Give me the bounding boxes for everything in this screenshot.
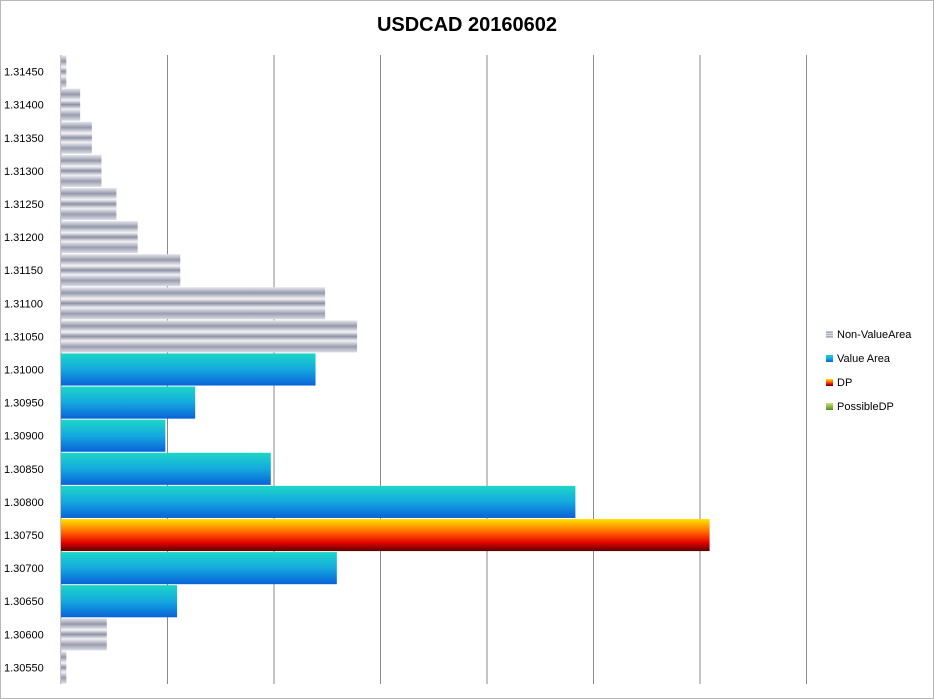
legend-label-non-valuearea: Non-ValueArea (837, 329, 912, 341)
category-tick-labels: 1.31450 1.31400 1.31350 1.31300 1.31250 1.312… (4, 67, 44, 675)
tick-label-1.30550: 1.30550 (4, 662, 44, 674)
bar-1.30650 (61, 585, 178, 618)
bar-1.30550 (61, 651, 67, 684)
legend: Non-ValueArea Value Area DP PossibleDP (826, 329, 912, 413)
bar-1.31150 (61, 254, 181, 287)
tick-label-1.31100: 1.31100 (4, 298, 43, 310)
tick-label-1.31450: 1.31450 (4, 67, 44, 79)
bar-1.31300 (61, 154, 102, 187)
tick-label-1.30600: 1.30600 (4, 629, 44, 641)
legend-swatch-dp (826, 379, 833, 386)
tick-label-1.30750: 1.30750 (4, 530, 44, 542)
tick-label-1.30950: 1.30950 (4, 398, 44, 410)
chart-title: USDCAD 20160602 (376, 14, 558, 36)
legend-swatch-non-valuearea (826, 331, 833, 338)
legend-label-possibledp: PossibleDP (837, 401, 894, 413)
bar-1.30950 (61, 386, 196, 419)
legend-label-value-area: Value Area (837, 353, 891, 365)
tick-label-1.31250: 1.31250 (4, 199, 44, 211)
bar-1.31350 (61, 121, 92, 154)
tick-label-1.31300: 1.31300 (4, 166, 44, 178)
bar-1.31050 (61, 320, 358, 353)
legend-swatch-value-area (826, 355, 833, 362)
tick-label-1.30650: 1.30650 (4, 596, 44, 608)
tick-label-1.31050: 1.31050 (4, 331, 44, 343)
tick-label-1.31150: 1.31150 (4, 265, 43, 277)
bar-1.31100 (61, 287, 326, 320)
tick-label-1.31350: 1.31350 (4, 133, 44, 145)
tick-label-1.31000: 1.31000 (4, 365, 44, 377)
tick-label-1.30900: 1.30900 (4, 431, 44, 443)
bar-1.30900 (61, 419, 166, 452)
tick-label-1.31400: 1.31400 (4, 100, 44, 112)
bar-1.30750 (61, 518, 710, 552)
legend-label-dp: DP (837, 377, 852, 389)
tick-label-1.30800: 1.30800 (4, 497, 44, 509)
bar-1.30800 (61, 485, 576, 518)
bar-1.31000 (61, 353, 316, 386)
tick-label-1.31200: 1.31200 (4, 232, 44, 244)
bar-1.31400 (61, 88, 81, 121)
legend-swatch-possibledp (826, 403, 833, 410)
bar-1.31250 (61, 187, 117, 221)
bar-1.30700 (61, 552, 337, 585)
bar-1.30850 (61, 452, 271, 485)
tick-label-1.30850: 1.30850 (4, 464, 44, 476)
bar-1.30600 (61, 618, 107, 651)
bars (61, 55, 710, 684)
bar-1.31450 (61, 55, 67, 88)
bar-1.31200 (61, 221, 138, 254)
tick-label-1.30700: 1.30700 (4, 563, 44, 575)
